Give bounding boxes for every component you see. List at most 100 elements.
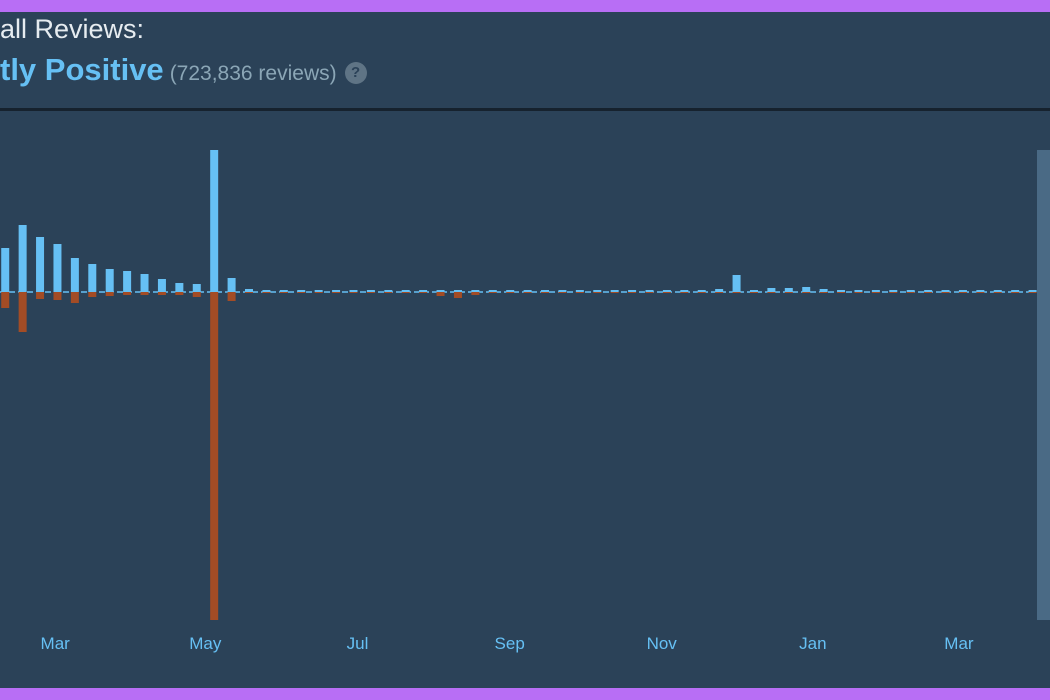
- bar: [297, 292, 306, 293]
- bar: [767, 292, 776, 293]
- bar: [140, 292, 149, 295]
- bar: [976, 292, 985, 293]
- bar: [906, 292, 915, 293]
- bar: [36, 237, 45, 292]
- bar: [279, 292, 288, 293]
- bar: [436, 290, 445, 292]
- bar: [697, 292, 706, 293]
- bar: [245, 292, 254, 293]
- x-tick-label: Mar: [944, 634, 974, 653]
- bar: [593, 290, 602, 292]
- bar: [88, 264, 97, 292]
- x-tick-label: Sep: [495, 634, 525, 653]
- bar: [749, 290, 758, 292]
- review-count: (723,836 reviews): [169, 62, 337, 85]
- bar: [18, 225, 27, 292]
- bar: [854, 292, 863, 293]
- bar: [575, 290, 584, 292]
- bar: [36, 292, 45, 299]
- bar: [192, 284, 201, 292]
- bar: [332, 290, 341, 292]
- bar: [558, 290, 567, 292]
- bar: [279, 290, 288, 292]
- bar: [471, 290, 480, 292]
- bar: [819, 289, 828, 292]
- bar: [541, 290, 550, 292]
- bar: [332, 292, 341, 293]
- bar: [123, 292, 132, 295]
- x-tick-label: May: [189, 634, 222, 653]
- bar: [53, 244, 62, 292]
- x-tick-label: Mar: [41, 634, 71, 653]
- bar: [628, 290, 637, 292]
- bar: [924, 292, 933, 293]
- bar: [541, 292, 550, 293]
- bar: [610, 290, 619, 292]
- bar: [680, 290, 689, 292]
- bar: [157, 279, 166, 292]
- bar: [384, 292, 393, 293]
- bar: [715, 292, 724, 293]
- x-tick-label: Nov: [647, 634, 678, 653]
- bar: [767, 288, 776, 292]
- bar: [314, 290, 323, 292]
- bar: [1028, 290, 1037, 292]
- bar: [593, 292, 602, 293]
- bar: [297, 290, 306, 292]
- bar: [784, 292, 793, 293]
- bar: [314, 292, 323, 293]
- bar: [732, 275, 741, 292]
- bar: [837, 290, 846, 292]
- bar: [506, 290, 515, 292]
- bar: [192, 292, 201, 297]
- bar: [645, 290, 654, 292]
- bar: [401, 292, 410, 293]
- bar: [262, 290, 271, 292]
- bar: [662, 290, 671, 292]
- bar: [366, 292, 375, 293]
- bar: [645, 292, 654, 293]
- bar: [419, 292, 428, 293]
- reviews-panel: all Reviews: tly Positive (723,836 review…: [0, 12, 1050, 688]
- bar: [488, 292, 497, 293]
- x-tick-label: Jul: [347, 634, 369, 653]
- bar: [976, 290, 985, 292]
- bar: [123, 271, 132, 292]
- bar: [210, 292, 219, 620]
- bar: [88, 292, 97, 297]
- bar: [1011, 290, 1020, 292]
- bar: [958, 290, 967, 292]
- bar: [175, 292, 184, 295]
- section-title: all Reviews:: [0, 14, 145, 44]
- bar: [140, 274, 149, 292]
- rating[interactable]: tly Positive: [0, 52, 164, 87]
- bar: [105, 269, 114, 292]
- bar: [227, 278, 236, 292]
- bar: [819, 292, 828, 293]
- bar: [366, 290, 375, 292]
- rating-row: tly Positive (723,836 reviews)?: [0, 52, 367, 88]
- bar: [157, 292, 166, 295]
- bar: [889, 292, 898, 293]
- help-icon[interactable]: ?: [344, 62, 367, 84]
- bar: [871, 292, 880, 293]
- bar: [802, 287, 811, 292]
- bar: [871, 290, 880, 292]
- bar: [436, 292, 445, 296]
- bar: [662, 292, 671, 293]
- bar: [349, 292, 358, 293]
- bar: [680, 292, 689, 293]
- range-handle[interactable]: [1037, 150, 1050, 620]
- bar: [993, 290, 1002, 292]
- bar: [105, 292, 114, 296]
- bar: [697, 290, 706, 292]
- separator: [0, 108, 1050, 111]
- bar: [1011, 292, 1020, 293]
- bar: [941, 290, 950, 292]
- bar: [924, 290, 933, 292]
- bar: [384, 290, 393, 292]
- bar: [837, 292, 846, 293]
- x-tick-label: Jan: [799, 634, 826, 653]
- bar: [70, 258, 79, 292]
